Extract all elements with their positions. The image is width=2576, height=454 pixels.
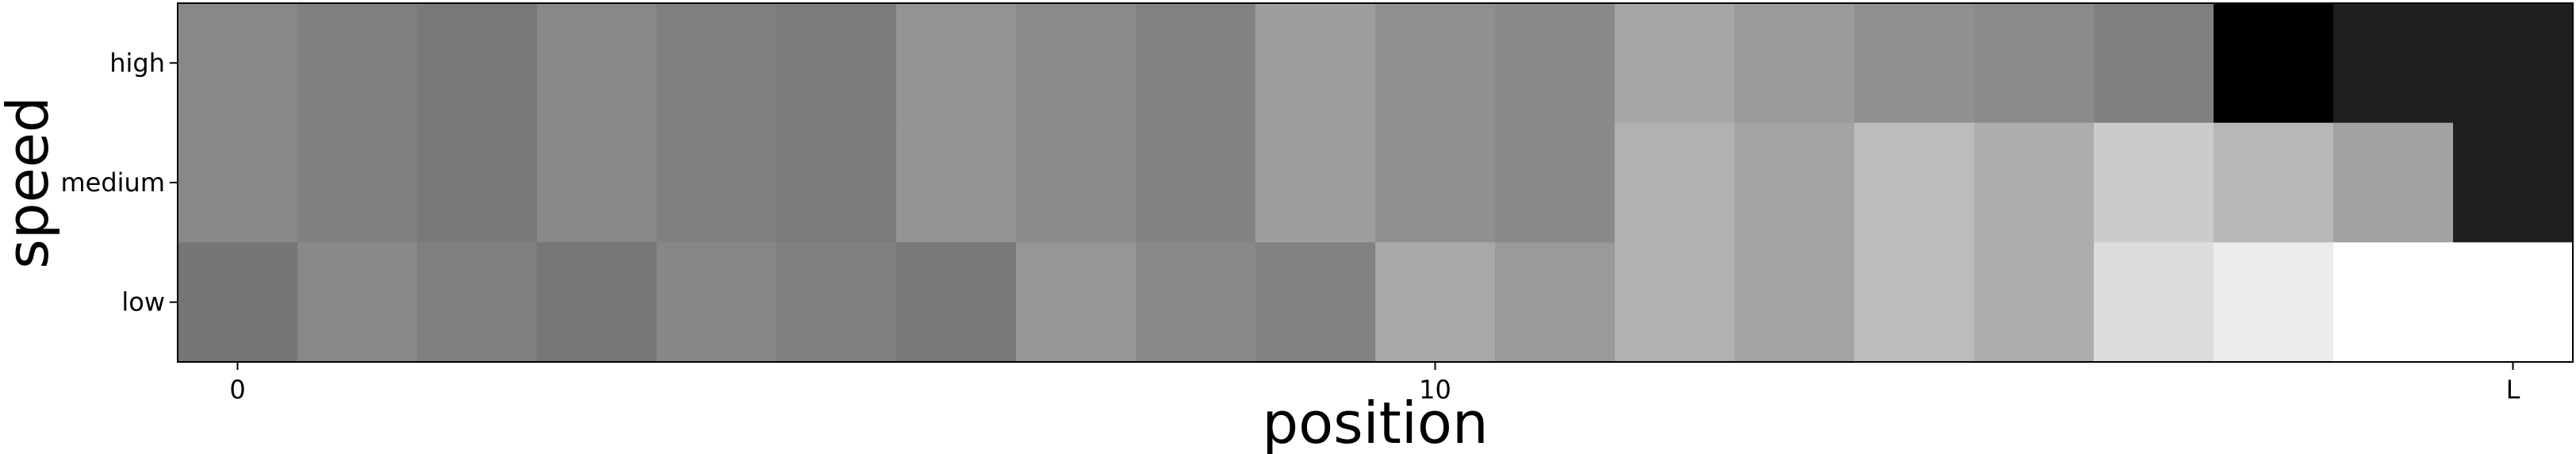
heatmap-cell <box>1735 242 1855 363</box>
heatmap-cell <box>297 122 418 243</box>
y-ticks: high medium low <box>60 48 178 317</box>
heatmap-cell <box>178 122 298 243</box>
x-tick-label: 10 <box>1419 375 1451 405</box>
heatmap-cell <box>2333 3 2454 124</box>
heatmap-cell <box>1615 242 1735 363</box>
heatmap-cell <box>2094 3 2214 124</box>
heatmap-cell <box>1136 122 1256 243</box>
heatmap-cell <box>178 242 298 363</box>
heatmap-cell <box>896 122 1017 243</box>
heatmap-cell <box>1016 3 1137 124</box>
heatmap-cell <box>1974 3 2095 124</box>
heatmap-cell <box>2214 122 2334 243</box>
heatmap-cell <box>1255 122 1376 243</box>
heatmap-cell <box>1615 3 1735 124</box>
heatmap-cell <box>417 3 538 124</box>
heatmap-cell <box>1495 122 1616 243</box>
heatmap-cell <box>2094 242 2214 363</box>
heatmap-cell <box>1735 122 1855 243</box>
heatmap-cell <box>1255 3 1376 124</box>
heatmap-cell <box>657 242 777 363</box>
heatmap-cell <box>2453 122 2574 243</box>
x-ticks: 0 10 L <box>229 362 2520 405</box>
y-tick-label: high <box>109 48 165 78</box>
heatmap-cell <box>2214 242 2334 363</box>
heatmap-cell <box>1735 3 1855 124</box>
heatmap-cell <box>2094 122 2214 243</box>
heatmap-cell <box>1615 122 1735 243</box>
heatmap-cell <box>1375 122 1496 243</box>
heatmap-cell <box>1016 242 1137 363</box>
heatmap-cells <box>178 3 2574 363</box>
heatmap-cell <box>1974 242 2095 363</box>
heatmap-cell <box>297 3 418 124</box>
heatmap-cell <box>657 122 777 243</box>
heatmap-cell <box>2333 122 2454 243</box>
heatmap-cell <box>537 3 657 124</box>
heatmap-cell <box>178 3 298 124</box>
y-tick-label: low <box>121 287 165 317</box>
heatmap-cell <box>1375 242 1496 363</box>
heatmap-cell <box>2453 3 2574 124</box>
heatmap-cell <box>1854 122 1975 243</box>
heatmap-cell <box>417 242 538 363</box>
heatmap-cell <box>2453 242 2574 363</box>
heatmap-cell <box>1974 122 2095 243</box>
x-tick-label: L <box>2506 375 2520 405</box>
heatmap-cell <box>1016 122 1137 243</box>
heatmap-cell <box>2214 3 2334 124</box>
heatmap-cell <box>896 3 1017 124</box>
heatmap-cell <box>1375 3 1496 124</box>
heatmap-cell <box>2333 242 2454 363</box>
heatmap-cell <box>417 122 538 243</box>
heatmap-cell <box>1136 3 1256 124</box>
heatmap-cell <box>1495 242 1616 363</box>
x-tick-label: 0 <box>229 375 245 405</box>
heatmap-cell <box>537 242 657 363</box>
heatmap-cell <box>657 3 777 124</box>
heatmap-cell <box>776 242 897 363</box>
heatmap-cell <box>297 242 418 363</box>
heatmap-cell <box>776 122 897 243</box>
heatmap-cell <box>776 3 897 124</box>
heatmap-cell <box>1495 3 1616 124</box>
heatmap-cell <box>1854 242 1975 363</box>
heatmap-cell <box>896 242 1017 363</box>
heatmap-cell <box>537 122 657 243</box>
heatmap-cell <box>1136 242 1256 363</box>
x-axis-title: position <box>1262 390 1488 454</box>
y-axis-title: speed <box>0 96 61 269</box>
y-tick-label: medium <box>60 167 165 198</box>
heatmap-cell <box>1854 3 1975 124</box>
heatmap-cell <box>1255 242 1376 363</box>
